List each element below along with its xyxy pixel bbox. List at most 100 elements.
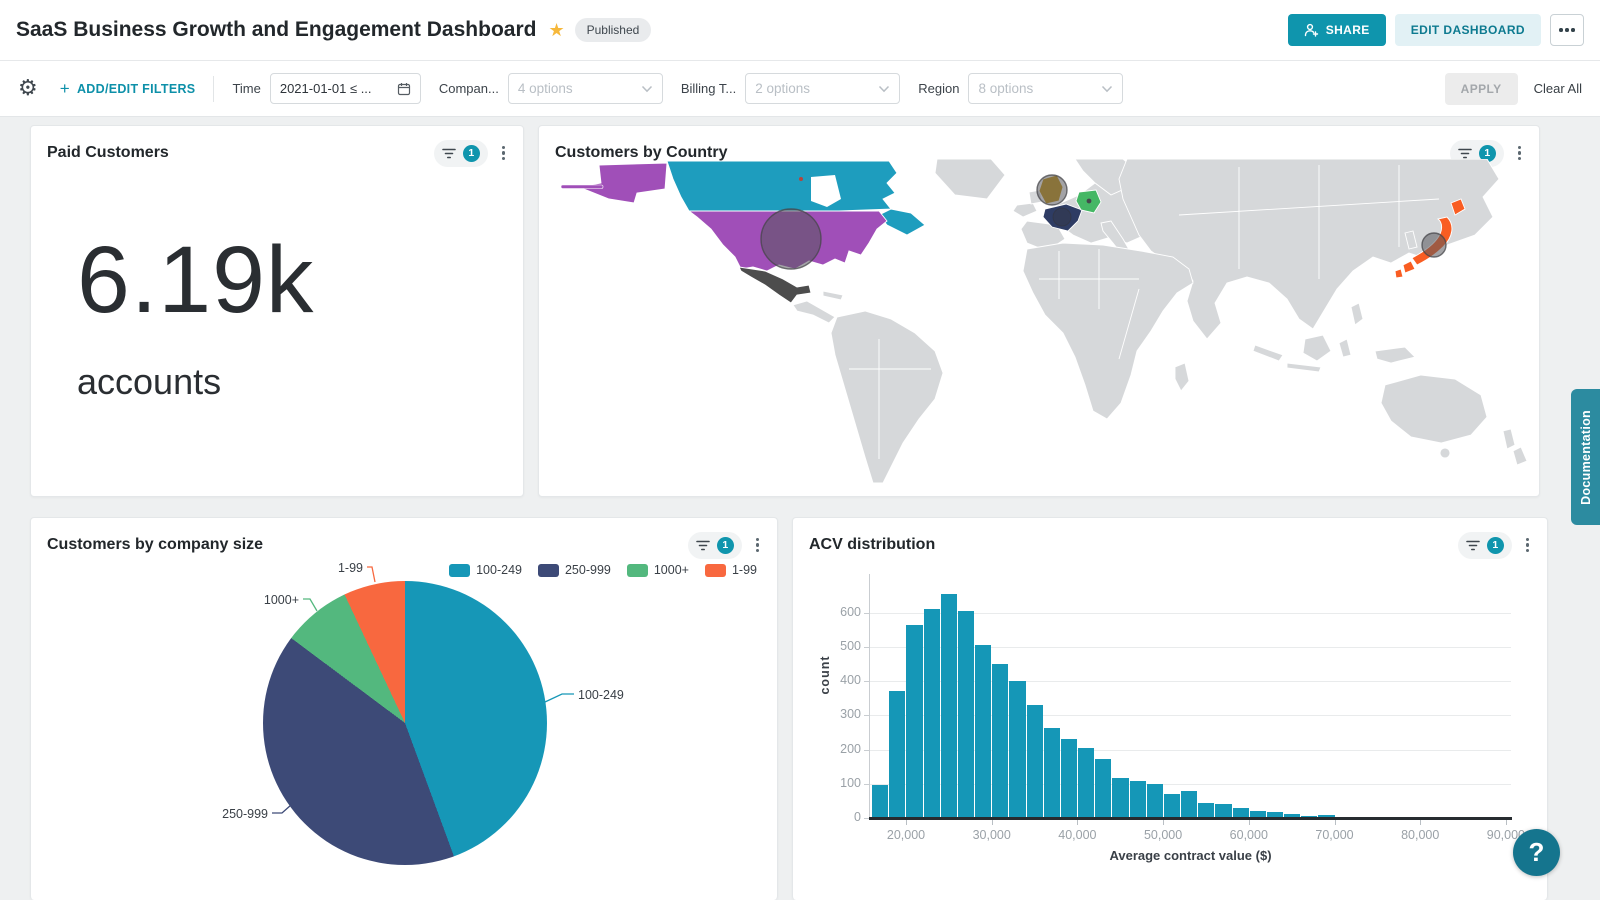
apply-button[interactable]: APPLY (1444, 72, 1518, 105)
filter-count: 1 (1486, 536, 1504, 554)
histogram-bar[interactable] (1009, 680, 1026, 818)
histogram-bar[interactable] (1249, 811, 1266, 818)
y-tick-label: 600 (840, 604, 861, 619)
more-options-button[interactable] (1550, 14, 1584, 46)
histogram-bar[interactable] (1318, 814, 1335, 818)
histogram-bar[interactable] (992, 664, 1009, 818)
settings-gear-icon[interactable]: ⚙ (18, 76, 38, 101)
legend-item[interactable]: 100-249 (449, 563, 522, 577)
histogram-bar[interactable] (872, 784, 889, 818)
company-filter-select[interactable]: 4 options (507, 73, 663, 104)
edit-dashboard-button[interactable]: EDIT DASHBOARD (1394, 14, 1541, 46)
histogram-bar[interactable] (1043, 728, 1060, 818)
share-person-icon (1304, 23, 1318, 37)
histogram-plot: 0 100 200 300 400 500 600 20,000 30,000 40,000 50… (793, 518, 1549, 900)
kpi-value: 6.19k (77, 227, 315, 333)
histogram-bar[interactable] (940, 594, 957, 818)
map-madagascar (1174, 362, 1190, 392)
filter-label: Billing T... (680, 81, 737, 96)
card-menu-kebab-icon[interactable] (1520, 534, 1535, 557)
time-filter-input[interactable]: 2021-01-01 ≤ ... (269, 73, 421, 104)
legend-chip-icon (704, 563, 726, 577)
x-tick-mark (1077, 820, 1079, 825)
filter-label: Time (232, 81, 261, 96)
bubble-united-kingdom[interactable] (1036, 174, 1068, 206)
legend-chip-icon (449, 563, 471, 577)
histogram-bar[interactable] (1215, 804, 1232, 818)
calendar-icon (397, 82, 410, 95)
legend-label: 1000+ (653, 563, 689, 577)
histogram-bar[interactable] (1129, 781, 1146, 818)
region-filter-select[interactable]: 8 options (968, 73, 1124, 104)
map-alaska (577, 162, 668, 204)
histogram-bar[interactable] (1026, 705, 1043, 818)
bubble-japan[interactable] (1421, 232, 1447, 258)
histogram-bar[interactable] (1060, 739, 1078, 818)
published-badge: Published (574, 18, 652, 42)
map-philippines (1350, 302, 1364, 326)
header-actions: SHARE EDIT DASHBOARD (1287, 14, 1584, 46)
add-edit-filters-button[interactable]: + ADD/EDIT FILTERS (59, 78, 196, 98)
x-tick-mark (1420, 820, 1422, 825)
legend-item[interactable]: 1-99 (704, 563, 757, 577)
legend-chip-icon (537, 563, 559, 577)
legend-item[interactable]: 250-999 (537, 563, 611, 577)
x-tick-label: 80,000 (1401, 828, 1440, 842)
gridline (869, 715, 1511, 717)
card-filter-badge[interactable]: 1 (1457, 531, 1512, 559)
dot-icon (1571, 28, 1575, 32)
bubble-france[interactable] (1052, 207, 1072, 227)
x-tick-label: 70,000 (1315, 828, 1354, 842)
histogram-bar[interactable] (1078, 747, 1095, 818)
histogram-bar[interactable] (975, 644, 992, 818)
pie-chart[interactable] (263, 581, 547, 865)
legend-label: 1-99 (731, 563, 757, 577)
card-menu-kebab-icon[interactable] (750, 534, 765, 557)
filter-bar: ⚙ + ADD/EDIT FILTERS Time 2021-01-01 ≤ .… (0, 61, 1600, 117)
favorite-star-icon[interactable]: ★ (548, 19, 565, 41)
map-sumatra (1252, 344, 1284, 362)
histogram-bar[interactable] (1163, 794, 1181, 818)
map-java (1286, 362, 1322, 373)
histogram-bar[interactable] (1146, 783, 1163, 818)
x-tick-label: 60,000 (1229, 828, 1268, 842)
histogram-bar[interactable] (1284, 813, 1301, 818)
histogram-bar[interactable] (1181, 791, 1198, 818)
help-button[interactable]: ? (1513, 829, 1560, 876)
card-header: Paid Customers 1 (31, 126, 523, 168)
world-choropleth-map[interactable] (539, 159, 1539, 483)
y-tick-mark (864, 749, 869, 751)
card-filter-badge[interactable]: 1 (433, 139, 488, 167)
share-button[interactable]: SHARE (1287, 14, 1386, 46)
map-south-america (830, 310, 944, 483)
pie-label-100-249: 100-249 (578, 688, 624, 702)
billing-filter-select[interactable]: 2 options (745, 73, 901, 104)
x-tick-mark (991, 820, 993, 825)
card-filter-badge[interactable]: 1 (687, 531, 742, 559)
bubble-germany[interactable] (1086, 198, 1092, 204)
documentation-tab[interactable]: Documentation (1571, 389, 1600, 525)
billing-filter-value: 2 options (755, 81, 811, 96)
pie-label-250-999: 250-999 (222, 807, 268, 821)
histogram-bar[interactable] (1266, 812, 1284, 818)
legend-label: 100-249 (476, 563, 522, 577)
histogram-bar[interactable] (1112, 778, 1129, 818)
legend-item[interactable]: 1000+ (626, 563, 689, 577)
histogram-bar[interactable] (889, 691, 906, 818)
bubble-united-states[interactable] (760, 208, 822, 270)
histogram-bar[interactable] (1232, 807, 1249, 818)
card-menu-kebab-icon[interactable] (1512, 142, 1527, 165)
y-tick-label: 300 (840, 707, 861, 722)
chevron-down-icon (879, 85, 890, 92)
histogram-bar[interactable] (1198, 802, 1215, 818)
clear-all-button[interactable]: Clear All (1533, 81, 1582, 96)
card-title: Paid Customers (47, 144, 169, 161)
histogram-bar[interactable] (957, 611, 975, 818)
histogram-bar[interactable] (923, 609, 940, 818)
histogram-bar[interactable] (1095, 758, 1112, 818)
map-central-america (792, 300, 836, 324)
histogram-bar[interactable] (906, 625, 923, 818)
legend-chip-icon (626, 563, 648, 577)
card-menu-kebab-icon[interactable] (496, 142, 511, 165)
paid-customers-card: Paid Customers 1 6.19k accounts (30, 125, 524, 497)
